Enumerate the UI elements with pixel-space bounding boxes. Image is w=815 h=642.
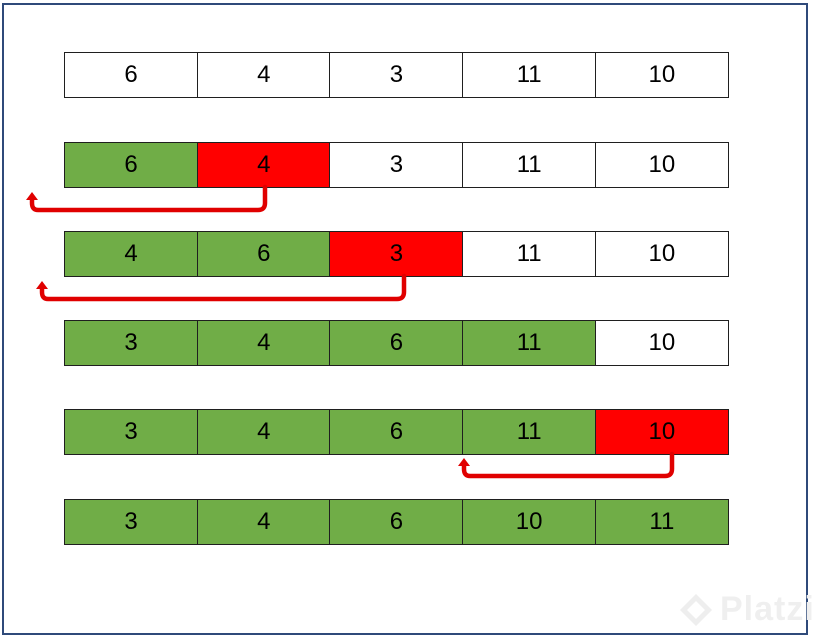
array-cell: 4 <box>64 231 199 277</box>
array-cell: 10 <box>594 320 729 366</box>
array-cell: 11 <box>594 499 729 545</box>
platzi-logo-icon <box>680 593 712 626</box>
array-cell: 4 <box>196 320 331 366</box>
array-cell: 6 <box>329 409 464 455</box>
array-cell: 10 <box>462 499 597 545</box>
array-cell: 4 <box>196 52 331 98</box>
array-cell: 3 <box>64 499 199 545</box>
platzi-watermark: Platzi <box>678 590 815 629</box>
array-cell: 11 <box>462 409 597 455</box>
array-cell: 3 <box>329 52 464 98</box>
array-cell: 10 <box>594 52 729 98</box>
array-cell: 3 <box>64 409 199 455</box>
array-cell: 11 <box>462 320 597 366</box>
array-row-5: 3 4 6 10 11 <box>64 499 735 545</box>
array-row-4: 3 4 6 11 10 <box>64 409 735 455</box>
array-cell: 10 <box>594 142 729 188</box>
array-cell: 11 <box>462 142 597 188</box>
array-cell: 11 <box>462 52 597 98</box>
array-cell: 4 <box>196 499 331 545</box>
array-cell: 6 <box>64 142 199 188</box>
array-cell: 3 <box>329 142 464 188</box>
array-cell: 3 <box>64 320 199 366</box>
array-cell: 4 <box>196 142 331 188</box>
array-cell: 10 <box>594 231 729 277</box>
array-row-2: 4 6 3 11 10 <box>64 231 735 277</box>
array-cell: 3 <box>329 231 464 277</box>
array-cell: 11 <box>462 231 597 277</box>
array-cell: 6 <box>64 52 199 98</box>
array-cell: 6 <box>329 499 464 545</box>
array-row-0: 6 4 3 11 10 <box>64 52 735 98</box>
array-row-3: 3 4 6 11 10 <box>64 320 735 366</box>
watermark-text: Platzi <box>720 590 815 628</box>
array-row-1: 6 4 3 11 10 <box>64 142 735 188</box>
array-cell: 4 <box>196 409 331 455</box>
array-cell: 6 <box>196 231 331 277</box>
array-cell: 10 <box>594 409 729 455</box>
array-cell: 6 <box>329 320 464 366</box>
